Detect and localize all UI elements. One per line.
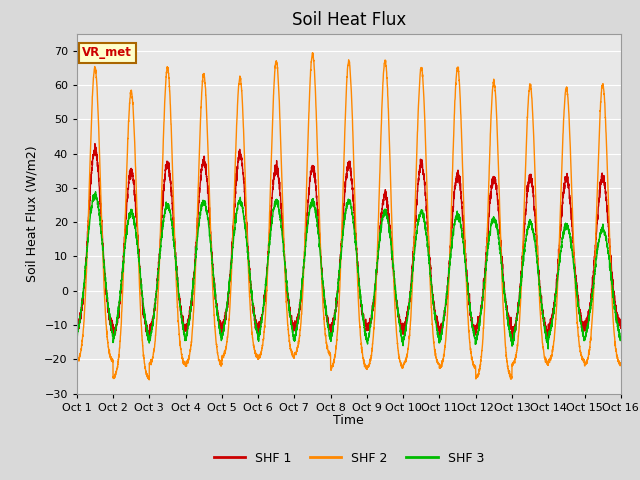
SHF 2 — [308, 50, 316, 56]
X-axis label: Time: Time — [333, 414, 364, 427]
SHF 3 — [616, 337, 624, 343]
SHF 2 — [171, 234, 179, 240]
SHF 1 — [471, 327, 479, 333]
SHF 3 — [502, 295, 509, 300]
SHF 1 — [509, 339, 516, 345]
SHF 1 — [171, 238, 179, 244]
SHF 3 — [617, 336, 625, 342]
Line: SHF 1: SHF 1 — [77, 144, 621, 342]
SHF 3 — [441, 307, 449, 313]
SHF 1 — [328, 320, 336, 325]
SHF 1 — [617, 323, 625, 328]
SHF 2 — [471, 364, 479, 370]
Text: VR_met: VR_met — [82, 46, 132, 59]
Line: SHF 3: SHF 3 — [77, 192, 621, 349]
SHF 2 — [617, 361, 625, 367]
SHF 1 — [73, 320, 81, 326]
SHF 2 — [329, 362, 337, 368]
SHF 2 — [73, 358, 81, 363]
SHF 3 — [73, 335, 81, 341]
SHF 3 — [328, 330, 336, 336]
SHF 2 — [145, 377, 153, 383]
SHF 2 — [616, 363, 624, 369]
SHF 1 — [616, 322, 624, 328]
SHF 1 — [91, 141, 99, 146]
SHF 3 — [92, 189, 99, 195]
SHF 1 — [502, 297, 509, 302]
Legend: SHF 1, SHF 2, SHF 3: SHF 1, SHF 2, SHF 3 — [209, 447, 489, 469]
SHF 1 — [441, 308, 449, 313]
SHF 3 — [544, 346, 552, 352]
SHF 2 — [502, 345, 509, 350]
SHF 3 — [471, 335, 479, 341]
SHF 3 — [171, 246, 179, 252]
Line: SHF 2: SHF 2 — [77, 53, 621, 380]
SHF 2 — [441, 347, 449, 353]
Y-axis label: Soil Heat Flux (W/m2): Soil Heat Flux (W/m2) — [26, 145, 38, 282]
Title: Soil Heat Flux: Soil Heat Flux — [292, 11, 406, 29]
